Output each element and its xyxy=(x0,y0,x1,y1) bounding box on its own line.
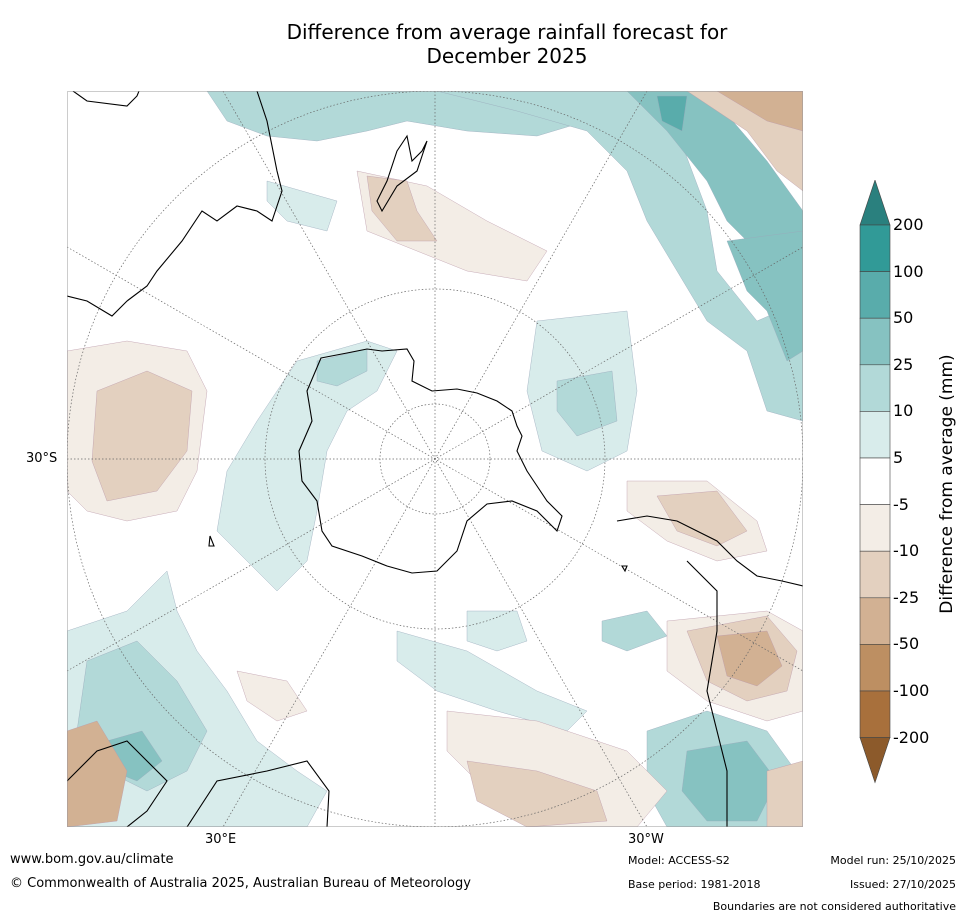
copyright-text: © Commonwealth of Australia 2025, Austra… xyxy=(10,876,471,891)
colorbar-band xyxy=(859,271,891,319)
colorbar-tick-label: -100 xyxy=(893,681,930,700)
coastlines xyxy=(67,91,803,827)
wet-anomaly-regions xyxy=(67,91,803,827)
website-link[interactable]: www.bom.gov.au/climate xyxy=(10,852,174,867)
model-name: Model: ACCESS-S2 xyxy=(628,854,730,867)
colorbar-band xyxy=(859,690,891,738)
colorbar-tick-label: -5 xyxy=(893,494,909,514)
madagascar-region xyxy=(186,760,330,827)
south-america-tip xyxy=(616,515,803,587)
new-zealand-coast xyxy=(376,134,428,213)
colorbar-tick-label: -10 xyxy=(893,541,920,561)
colorbar-tick-label: 5 xyxy=(893,448,904,467)
colorbar-band xyxy=(859,597,891,645)
chart-title: Difference from average rainfall forecas… xyxy=(0,20,965,68)
map-frame xyxy=(67,91,803,827)
colorbar-band xyxy=(859,550,891,599)
dry-anomaly-regions xyxy=(67,91,803,827)
base-period: Base period: 1981-2018 xyxy=(628,878,761,891)
colorbar-extension-top xyxy=(859,180,891,226)
title-line-2: December 2025 xyxy=(426,44,588,68)
colorbar xyxy=(859,180,891,784)
colorbar-band xyxy=(859,411,891,459)
boundary-disclaimer: Boundaries are not considered authoritat… xyxy=(712,900,956,913)
model-run-date: Model run: 25/10/2025 xyxy=(830,854,956,867)
colorbar-tick-label: 10 xyxy=(893,401,914,421)
graticule xyxy=(67,91,803,827)
rainfall-anomaly-map xyxy=(67,91,803,827)
island-b xyxy=(621,565,628,573)
colorbar-extension-bottom xyxy=(859,737,891,784)
colorbar-tick-label: 100 xyxy=(893,261,924,281)
colorbar-band xyxy=(859,317,891,366)
title-line-1: Difference from average rainfall forecas… xyxy=(286,20,728,44)
colorbar-tick-label: 25 xyxy=(893,354,914,374)
colorbar-tick-label: -25 xyxy=(893,587,920,607)
colorbar-title: Difference from average (mm) xyxy=(937,354,957,614)
island-a xyxy=(208,535,215,547)
colorbar-band xyxy=(859,457,891,505)
lon-label-30w: 30°W xyxy=(628,832,664,847)
colorbar-band xyxy=(859,364,891,412)
south-america-coast xyxy=(686,560,728,827)
colorbar-band xyxy=(859,224,891,272)
africa-coast xyxy=(67,740,168,827)
colorbar-tick-label: -50 xyxy=(893,634,920,654)
colorbar-tick-label: -200 xyxy=(893,727,930,747)
colorbar-tick-label: 200 xyxy=(893,215,924,234)
colorbar-tick-label: 50 xyxy=(893,308,914,328)
australia-coast xyxy=(67,91,283,317)
antarctica-coast xyxy=(298,348,563,574)
colorbar-band xyxy=(859,504,891,552)
issued-date: Issued: 27/10/2025 xyxy=(849,878,956,891)
colorbar-band xyxy=(859,644,891,692)
lat-label-30s: 30°S xyxy=(26,451,58,466)
lon-label-30e: 30°E xyxy=(205,832,237,847)
africa-south-tip xyxy=(72,91,140,107)
